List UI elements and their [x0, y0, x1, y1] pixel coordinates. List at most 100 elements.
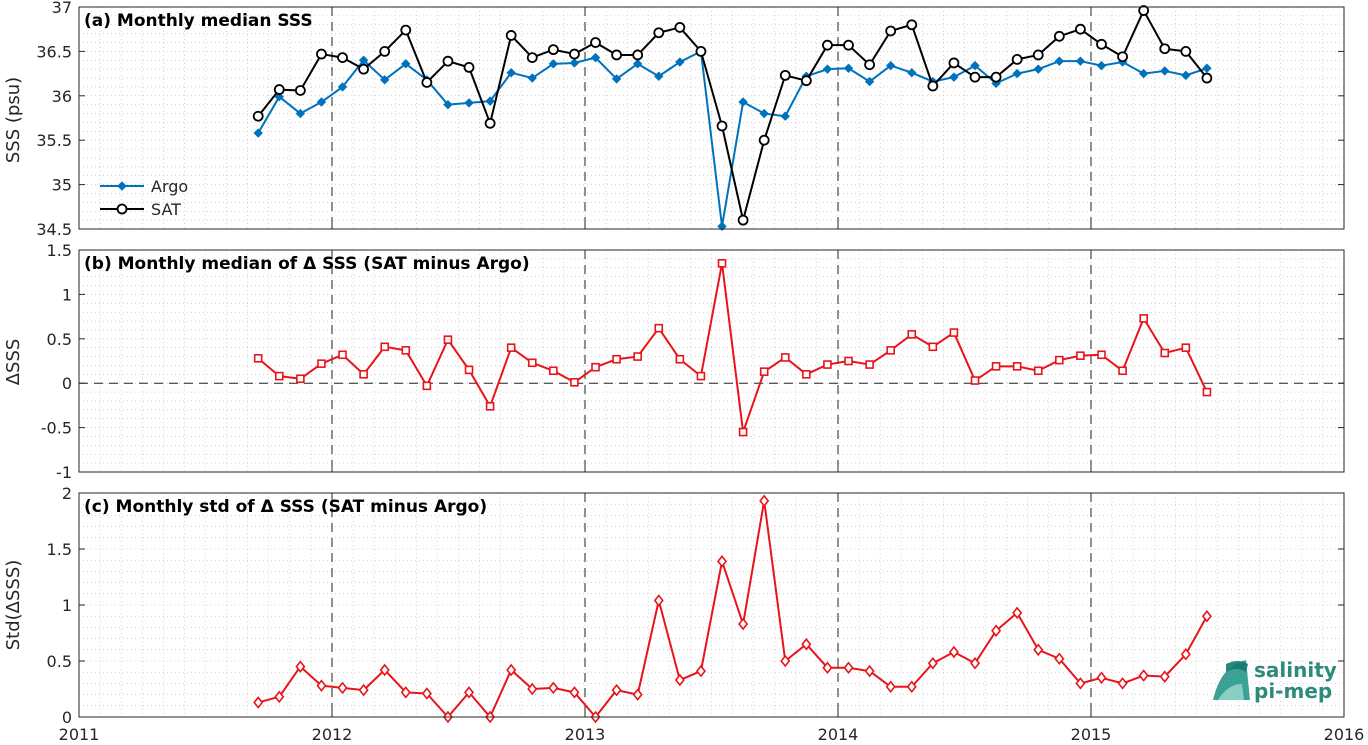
- data-point: [674, 22, 686, 33]
- data-point: [1160, 66, 1170, 76]
- data-point: [1053, 30, 1065, 42]
- panel-a-grid: [78, 6, 1345, 230]
- data-point: [505, 30, 517, 41]
- x-tick-label: 2014: [818, 725, 859, 744]
- data-point: [527, 358, 537, 368]
- data-point: [612, 354, 621, 364]
- data-point: [253, 696, 264, 709]
- data-point: [675, 354, 685, 364]
- data-point: [759, 494, 770, 508]
- data-point: [843, 39, 854, 51]
- data-point: [526, 52, 538, 64]
- data-point: [928, 342, 938, 352]
- data-point: [822, 64, 833, 74]
- data-point: [485, 401, 495, 411]
- salinity-pi-mep-logo: salinity pi-mep: [1213, 658, 1337, 703]
- data-point: [674, 673, 685, 687]
- panel-b-series: [253, 259, 1212, 437]
- data-point: [1096, 671, 1107, 685]
- data-point: [506, 343, 516, 352]
- data-point: [949, 72, 959, 82]
- data-point: [823, 360, 832, 369]
- data-point: [970, 60, 980, 71]
- data-point: [570, 378, 579, 387]
- data-point: [717, 221, 727, 232]
- data-point: [337, 681, 348, 695]
- data-point: [1181, 343, 1191, 352]
- series-line-std-sss-: [257, 499, 1208, 718]
- data-point: [1160, 348, 1170, 358]
- data-point: [1012, 606, 1023, 620]
- data-point: [1096, 60, 1107, 71]
- data-point: [1117, 677, 1128, 690]
- data-point: [590, 52, 601, 63]
- data-point: [1033, 366, 1043, 376]
- data-point: [885, 680, 896, 694]
- data-point: [548, 59, 559, 69]
- panel-a-legend: Argo SAT: [100, 177, 188, 219]
- data-point: [654, 71, 664, 81]
- y-tick-label: 1.5: [47, 540, 72, 559]
- data-point: [758, 134, 770, 146]
- panel-c-x-ticks: 2011 2012 2013 2014 2015 2016: [59, 725, 1365, 744]
- data-point: [738, 427, 748, 437]
- x-tick-label: 2013: [565, 725, 606, 744]
- data-point: [611, 74, 622, 84]
- data-point: [1011, 53, 1023, 65]
- data-point: [759, 108, 769, 119]
- data-point: [695, 46, 707, 57]
- y-tick-label: 35.5: [36, 131, 72, 150]
- data-point: [316, 679, 327, 692]
- legend-argo-marker: [117, 181, 127, 191]
- data-point: [569, 58, 580, 68]
- data-point: [591, 362, 600, 372]
- panel-a-monthly-median-sss: 34.5 35 35.5 36 36.5 37 (a) Monthly median SS…: [3, 0, 1345, 239]
- data-point: [296, 374, 305, 384]
- data-point: [1181, 70, 1191, 81]
- panel-b-median-delta-sss: -1 -0.5 0 0.5 1 1.5 (b) Monthly median of Δ S…: [3, 241, 1345, 482]
- data-point: [949, 328, 959, 337]
- data-point: [886, 346, 895, 355]
- data-point: [274, 91, 284, 102]
- data-point: [906, 19, 918, 31]
- data-point: [590, 37, 601, 48]
- panel-c-y-axis-label: Std(ΔSSS): [3, 560, 24, 651]
- x-tick-label: 2016: [1324, 725, 1365, 744]
- data-point: [317, 359, 326, 368]
- data-point: [316, 97, 327, 107]
- series-line-argo: [257, 50, 1208, 228]
- data-point: [1138, 68, 1149, 79]
- data-point: [338, 350, 347, 360]
- data-point: [822, 39, 833, 51]
- data-point: [337, 82, 348, 92]
- data-point: [422, 381, 432, 391]
- data-point: [611, 49, 623, 61]
- data-point: [463, 61, 475, 73]
- data-point: [695, 664, 706, 678]
- logo-line2: pi-mep: [1254, 679, 1332, 703]
- data-point: [948, 57, 960, 69]
- data-point: [253, 354, 263, 363]
- y-tick-label: 0: [62, 374, 72, 393]
- data-point: [273, 84, 285, 95]
- y-tick-label: 0.5: [47, 330, 72, 349]
- y-tick-label: 36: [52, 87, 72, 106]
- data-point: [443, 335, 453, 344]
- y-tick-label: 1: [62, 596, 72, 615]
- data-point: [421, 687, 432, 700]
- data-point: [1180, 647, 1191, 661]
- series-line--sss: [257, 262, 1208, 434]
- data-point: [294, 85, 306, 96]
- data-point: [653, 27, 665, 39]
- y-tick-label: 1.5: [47, 241, 72, 260]
- data-point: [822, 661, 833, 675]
- data-point: [779, 69, 791, 81]
- data-point: [401, 59, 411, 69]
- x-tick-label: 2011: [59, 725, 100, 744]
- data-point: [801, 637, 812, 651]
- data-point: [569, 686, 580, 699]
- series-line-sat: [257, 9, 1208, 222]
- data-point: [991, 362, 1001, 371]
- data-point: [442, 55, 454, 67]
